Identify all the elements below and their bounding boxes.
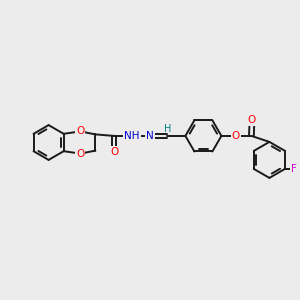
Text: O: O [232, 131, 240, 141]
Text: NH: NH [124, 131, 140, 141]
Text: F: F [291, 164, 297, 174]
Text: O: O [76, 148, 85, 159]
Text: H: H [164, 124, 171, 134]
Text: O: O [76, 126, 85, 136]
Text: O: O [248, 115, 256, 125]
Text: O: O [110, 146, 118, 157]
Text: N: N [146, 131, 154, 141]
